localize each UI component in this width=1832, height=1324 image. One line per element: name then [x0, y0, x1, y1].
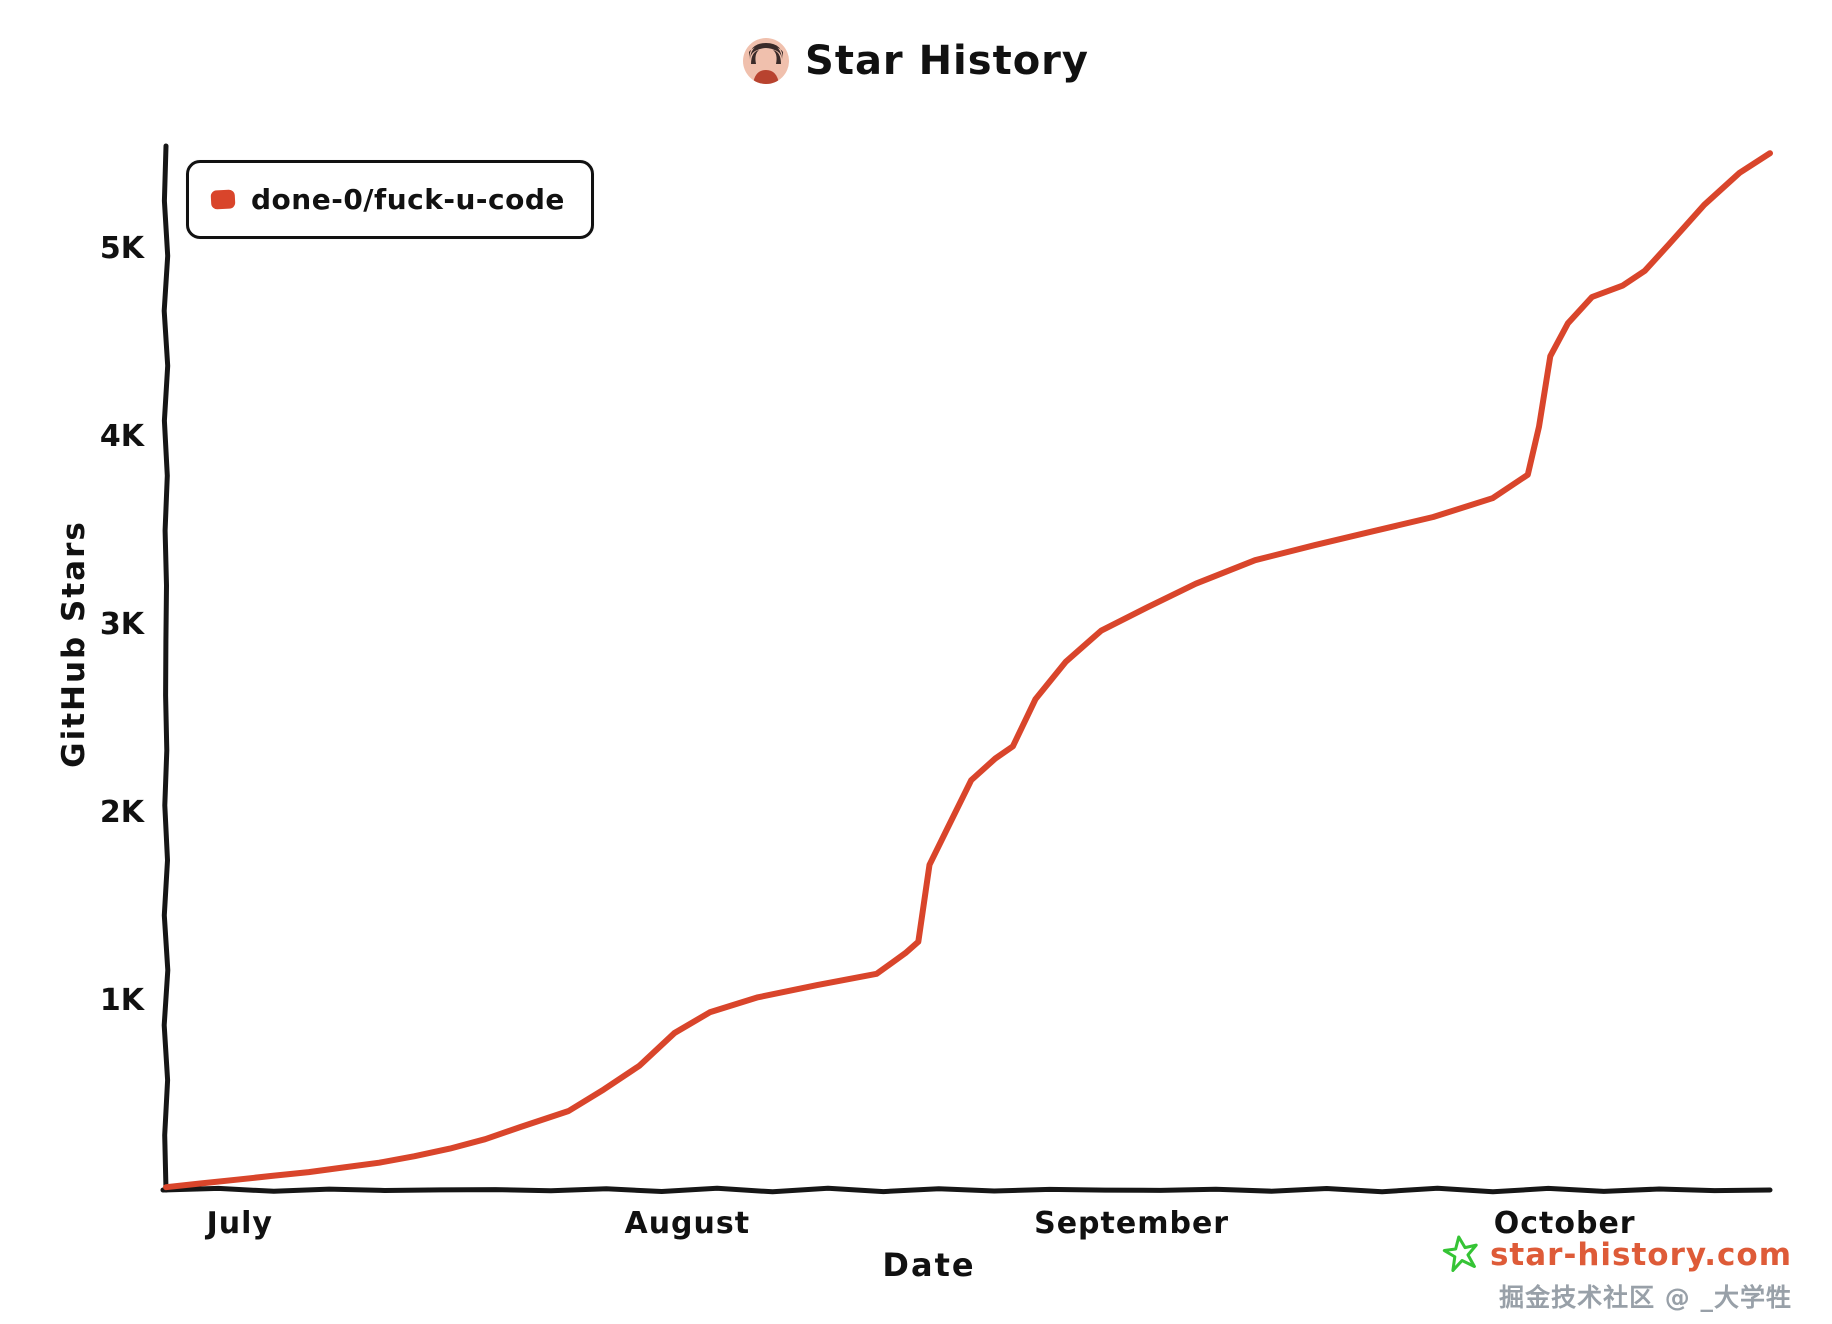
chart-title: Star History — [805, 38, 1089, 84]
legend-series-label: done-0/fuck-u-code — [251, 183, 565, 216]
y-axis-line — [161, 143, 171, 1193]
watermark-text: 掘金技术社区 @ _大学牲 — [1499, 1283, 1792, 1312]
x-tick-label: August — [624, 1206, 751, 1241]
star-doodle-icon — [1442, 1234, 1480, 1276]
legend-series-marker — [210, 189, 236, 210]
avatar-icon — [743, 38, 790, 84]
footer: star-history.com 掘金技术社区 @ _大学牲 — [1442, 1234, 1792, 1314]
footer-site-row: star-history.com — [1442, 1234, 1792, 1276]
y-tick-label: 1K — [99, 983, 144, 1018]
x-axis-line — [160, 1185, 1773, 1195]
series-line — [163, 150, 1773, 1191]
x-tick-label: July — [206, 1206, 273, 1241]
y-tick-label: 5K — [99, 231, 144, 266]
chart-title-row: Star History — [743, 38, 1089, 84]
x-axis-title: Date — [882, 1246, 976, 1284]
y-tick-label: 2K — [99, 795, 144, 830]
site-link[interactable]: star-history.com — [1489, 1237, 1792, 1273]
x-tick-label: October — [1493, 1206, 1636, 1241]
y-axis-title: GitHub Stars — [56, 520, 92, 768]
y-tick-label: 3K — [99, 607, 144, 642]
legend: done-0/fuck-u-code — [186, 160, 594, 239]
x-tick-label: September — [1034, 1206, 1230, 1241]
y-tick-label: 4K — [99, 419, 144, 454]
